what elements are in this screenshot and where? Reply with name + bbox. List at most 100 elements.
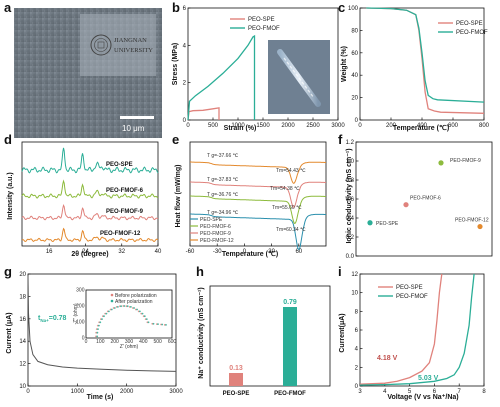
inset-ytick-label: 300 — [76, 288, 85, 294]
inset-legend-marker — [110, 293, 114, 297]
inset-xtick-label: 600 — [168, 339, 177, 345]
inset-point — [98, 324, 100, 327]
inset-point — [103, 315, 105, 318]
inset-point — [136, 308, 139, 311]
panel-letter-d: d — [4, 132, 12, 147]
legend-label-peo-fmof-b: PEO-FMOF — [248, 26, 280, 32]
inset-xtick-label: 400 — [139, 339, 148, 345]
axis-title-y-b: Stress (MPa) — [172, 43, 179, 85]
legend-label-spe-e: PEO-SPE — [200, 217, 223, 223]
inset-legend-marker — [110, 299, 114, 303]
data-point-f-1 — [403, 202, 409, 208]
panel-letter-g: g — [4, 264, 12, 279]
inset-point — [108, 310, 110, 313]
stress-strain-plot: 0 500 1000 1500 2000 2500 3000 0 2 4 6 — [183, 6, 346, 129]
i-ytick-label: 10 — [351, 291, 358, 297]
inset-point — [130, 306, 132, 308]
axis-title-x-c: Temperature (℃) — [393, 124, 449, 132]
c-ytick-label: 60 — [351, 51, 358, 57]
bar-h-1 — [283, 307, 297, 386]
tm-label-spe: Tm=60.34 ℃ — [276, 227, 306, 233]
i-ytick-label: 2 — [355, 365, 359, 371]
g-xtick-label: 1000 — [71, 389, 85, 395]
inset-point — [147, 321, 150, 324]
xrd-plot: 16 24 32 40 — [21, 141, 162, 255]
inset-point — [161, 323, 164, 326]
series-line-d-0 — [21, 147, 159, 174]
inset-point — [113, 307, 116, 309]
b-xtick-label: 2500 — [306, 123, 320, 129]
panel-b: b 0 500 1000 1500 2000 2500 3000 0 2 4 6 Strain (%… — [172, 0, 345, 132]
lsv-plot: 3 4 5 6 7 8 0 2 4 6 8 10 12 — [351, 272, 486, 395]
i-xtick-label: 5 — [408, 389, 412, 395]
category-label-h-1: PEO-FMOF — [274, 391, 306, 397]
inset-point — [141, 312, 144, 315]
point-label-f-3: PEO-FMOF-12 — [455, 218, 489, 224]
inset-ytick-label: 200 — [76, 304, 85, 310]
plot-frame-h — [209, 285, 331, 387]
category-label-h-0: PEO-SPE — [223, 391, 250, 397]
inset-point — [133, 307, 136, 309]
axis-title-y-e: Heat flow (mW/mg) — [175, 165, 182, 228]
point-label-f-2: PEO-FMOF-9 — [450, 158, 481, 164]
c-xtick-label: 200 — [386, 123, 397, 129]
na-conductivity-bar-plot: 0.13 PEO-SPE 0.79 PEO-FMOF — [209, 285, 331, 397]
tg-label-spe: T g=-34.96 ℃ — [207, 210, 239, 216]
point-label-f-0: PEO-SPE — [376, 221, 399, 227]
series-line-peo-fmof-i — [359, 273, 475, 386]
panel-a: a JIANGNAN UNIVERSITY 10 μm — [4, 0, 162, 138]
series-label-peo-fmof-9-d: PEO-FMOF-9 — [106, 209, 144, 215]
f-ytick-label: 1.2 — [346, 140, 355, 146]
c-xtick-label: 600 — [448, 123, 459, 129]
series-label-peo-spe-d: PEO-SPE — [106, 162, 133, 168]
legend-label-peo-fmof-i: PEO-FMOF — [396, 294, 428, 300]
series-line-peo-spe-i — [359, 273, 443, 385]
panel-e: e -60 -30 0 30 60 Temperature (℃) Heat flow … — [172, 132, 327, 258]
tm-label-fmof-6: Tm=55.60 ℃ — [272, 205, 302, 211]
e-xtick-label: 60 — [295, 249, 302, 255]
i-ytick-label: 6 — [355, 328, 359, 334]
panel-d: d 16 24 32 40 2θ (degree) Intensity (a.u.) … — [4, 132, 162, 258]
bar-h-0 — [229, 373, 243, 386]
tg-label-fmof-9: T g=-37.83 ℃ — [207, 177, 239, 183]
panel-letter-h: h — [196, 264, 204, 279]
g-xtick-label: 3000 — [169, 389, 183, 395]
c-ytick-label: 80 — [351, 28, 358, 34]
inset-point — [96, 335, 99, 338]
inset-point — [157, 323, 159, 325]
inset-point — [96, 331, 99, 334]
axis-title-y-g: Current (μA) — [6, 312, 13, 353]
b-xtick-label: 3000 — [331, 123, 345, 129]
b-xtick-label: 2000 — [281, 123, 295, 129]
b-ytick-label: 4 — [183, 43, 187, 49]
inset-point — [143, 315, 146, 318]
panel-letter-i: i — [338, 264, 342, 279]
d-xtick-label: 16 — [46, 249, 53, 255]
tga-plot: 0 200 400 600 800 0 20 40 60 80 100 — [348, 6, 490, 129]
data-point-f-2 — [438, 160, 444, 166]
e-xtick-label: -30 — [213, 249, 222, 255]
g-ytick-label: 16 — [19, 317, 26, 323]
panel-c: c 0 200 400 600 800 0 20 40 60 80 100 Temperature … — [338, 0, 490, 132]
g-ytick-label: 20 — [19, 272, 26, 278]
f-ytick-label: 0.2 — [346, 235, 355, 241]
axis-title-x-e: Temperature (℃) — [222, 250, 278, 258]
e-xtick-label: 30 — [268, 249, 275, 255]
i-ytick-label: 4 — [355, 347, 359, 353]
series-line-e-2 — [190, 181, 326, 208]
inset-ytick-label: 0 — [82, 336, 85, 342]
b-xtick-label: 1500 — [256, 123, 270, 129]
i-ytick-label: 8 — [355, 309, 359, 315]
inset-point — [101, 318, 103, 320]
axis-title-x-d: 2θ (degree) — [71, 251, 108, 258]
series-line-d-3 — [21, 227, 159, 243]
data-point-f-0 — [367, 220, 373, 226]
inset-ytick-label: 100 — [76, 320, 85, 326]
data-point-f-3 — [477, 223, 483, 230]
legend-label-fmof9-e: PEO-FMOF-9 — [200, 231, 231, 237]
series-line-peo-spe-b — [187, 107, 220, 121]
